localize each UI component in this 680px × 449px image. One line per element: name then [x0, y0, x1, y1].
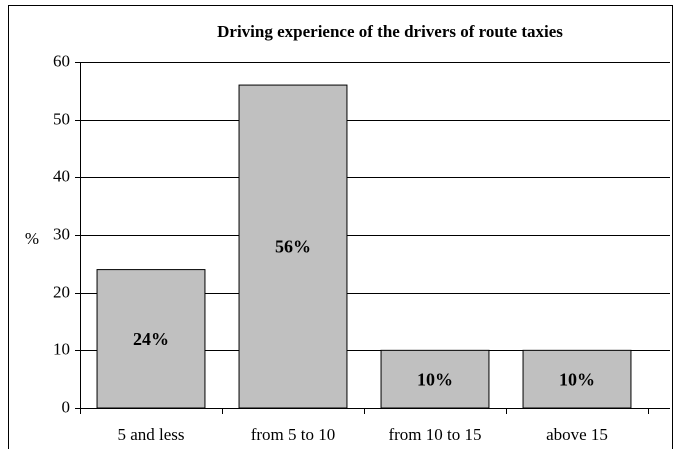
bar [238, 84, 348, 409]
bar [522, 349, 632, 409]
data-label: 10% [559, 369, 595, 389]
bar [96, 269, 206, 409]
x-tick-label: above 15 [546, 425, 608, 444]
x-tick-label: 5 and less [117, 425, 184, 444]
chart-title: Driving experience of the drivers of rou… [217, 22, 563, 41]
y-tick-label: 60 [53, 51, 70, 70]
data-label: 10% [417, 369, 453, 389]
y-tick-label: 10 [53, 339, 70, 358]
y-tick-label: 30 [53, 224, 70, 243]
data-label: 24% [133, 329, 169, 349]
y-tick-label: 40 [53, 166, 70, 185]
y-tick-label: 20 [53, 282, 70, 301]
y-tick-label: 50 [53, 109, 70, 128]
data-label: 56% [275, 237, 311, 257]
x-tick-label: from 10 to 15 [388, 425, 481, 444]
y-axis-label: % [25, 229, 39, 248]
chart-frame [8, 5, 673, 449]
x-tick-label: from 5 to 10 [251, 425, 336, 444]
bar [380, 349, 490, 409]
y-tick-label: 0 [62, 397, 71, 416]
